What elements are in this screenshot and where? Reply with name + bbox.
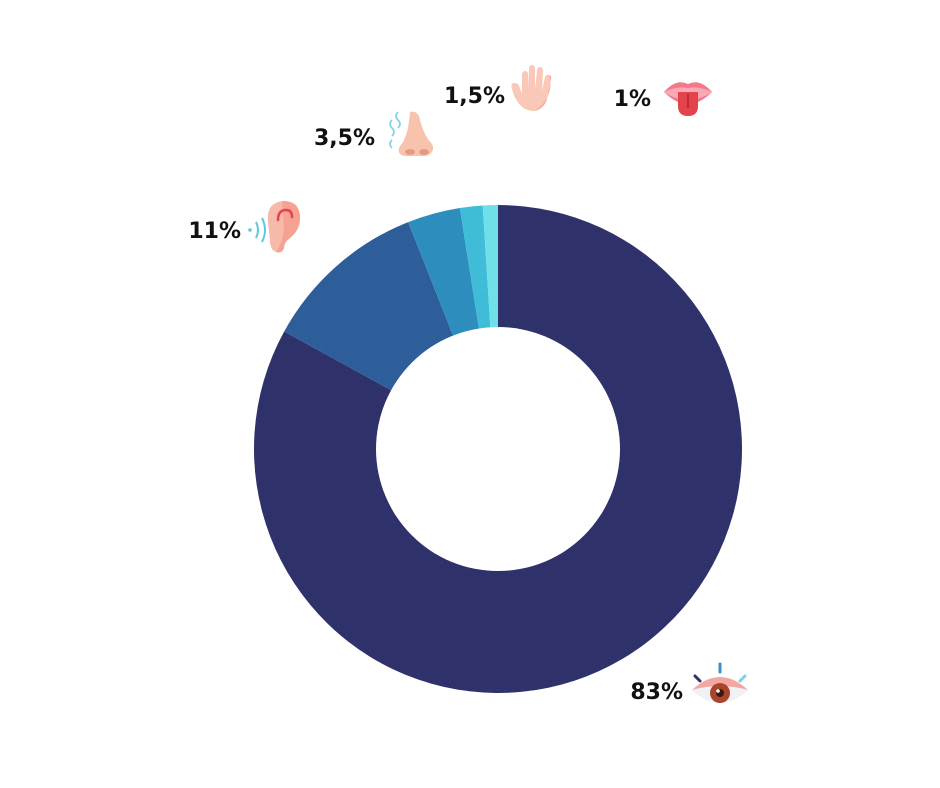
nose-icon	[389, 111, 434, 156]
label-nose: 3,5%	[314, 126, 375, 151]
label-eye: 83%	[630, 680, 683, 705]
tongue-icon	[664, 82, 712, 116]
label-tongue: 1%	[614, 87, 651, 112]
eye-icon	[692, 662, 748, 703]
label-hand: 1,5%	[444, 84, 505, 109]
label-ear: 11%	[188, 219, 241, 244]
hand-icon	[511, 65, 552, 111]
donut-hole	[376, 327, 620, 571]
ear-icon	[248, 201, 300, 253]
